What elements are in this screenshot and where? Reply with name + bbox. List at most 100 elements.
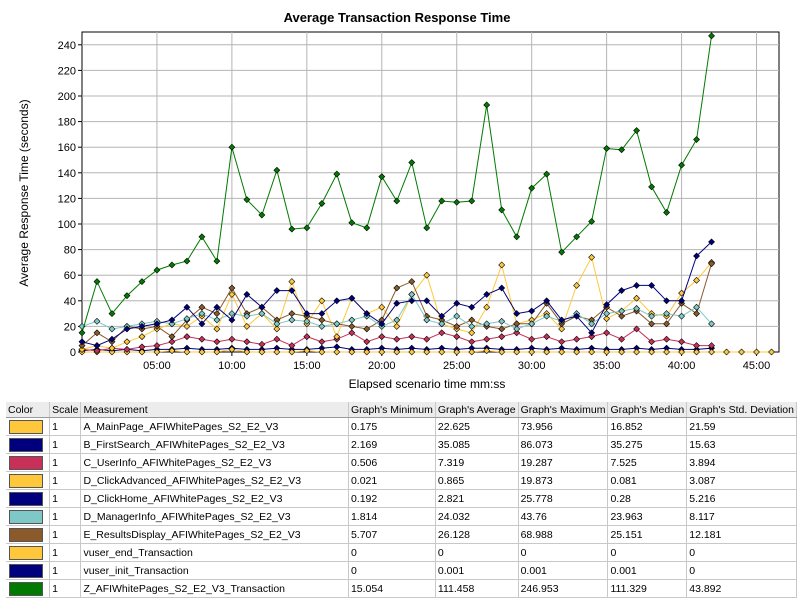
std-deviation-cell: 12.181: [686, 525, 797, 544]
data-point: [138, 322, 146, 330]
std-deviation-cell: 43.892: [686, 579, 797, 598]
data-point: [558, 325, 566, 333]
data-point: [498, 325, 506, 333]
data-point: [423, 335, 431, 343]
legend-row[interactable]: 1 A_MainPage_AFIWhitePages_S2_E2_V3 0.175 2…: [6, 417, 797, 436]
data-point: [408, 348, 416, 356]
data-point: [393, 299, 401, 307]
data-point: [468, 197, 476, 205]
data-point: [198, 348, 206, 356]
maximum-cell: 19.873: [518, 471, 609, 490]
data-point: [138, 278, 146, 286]
data-point: [213, 303, 221, 311]
color-swatch: [9, 509, 43, 524]
legend-row[interactable]: 1 Z_AFIWhitePages_S2_E2_V3_Transaction 15.…: [6, 579, 797, 598]
average-cell: 111.458: [435, 579, 519, 598]
data-point: [543, 333, 551, 341]
data-point: [378, 303, 386, 311]
median-cell: 0.28: [607, 489, 688, 508]
median-cell: 16.852: [607, 417, 688, 436]
data-point: [318, 310, 326, 318]
x-tick-label: 10:00: [218, 360, 246, 372]
data-point: [258, 348, 266, 356]
data-point: [588, 320, 596, 328]
data-point: [93, 329, 101, 337]
x-tick-label: 40:00: [668, 360, 696, 372]
measurement-cell: A_MainPage_AFIWhitePages_S2_E2_V3: [80, 417, 349, 436]
legend-row[interactable]: 1 E_ResultsDisplay_AFIWhitePages_S2_E2_V3…: [6, 525, 797, 544]
header-std-deviation[interactable]: Graph's Std. Deviation: [686, 402, 797, 418]
y-tick-label: 180: [58, 117, 76, 129]
data-point: [453, 312, 461, 320]
data-point: [693, 310, 700, 318]
scale-cell: 1: [49, 543, 82, 562]
color-cell: [6, 453, 51, 472]
header-median[interactable]: Graph's Median: [607, 402, 688, 418]
median-cell: 35.275: [607, 435, 688, 454]
series-b-firstsearch-afiwhitepages-s2-e2-v3: [78, 238, 715, 350]
y-tick-label: 160: [58, 142, 76, 154]
minimum-cell: 0.021: [348, 471, 436, 490]
legend-row[interactable]: 1 D_ClickAdvanced_AFIWhitePages_S2_E2_V3 0…: [6, 471, 797, 490]
data-point: [288, 348, 296, 356]
color-swatch: [9, 437, 43, 452]
data-point: [438, 197, 446, 205]
data-point: [543, 297, 551, 305]
color-swatch: [9, 419, 43, 434]
data-point: [393, 348, 401, 356]
std-deviation-cell: 3.894: [686, 453, 797, 472]
data-point: [183, 303, 191, 311]
scale-cell: 1: [49, 417, 82, 436]
average-cell: 26.128: [435, 525, 519, 544]
data-point: [708, 348, 715, 356]
data-point: [393, 322, 401, 330]
color-cell: [6, 435, 51, 454]
data-point: [348, 219, 356, 227]
data-point: [558, 348, 566, 356]
data-point: [348, 316, 356, 324]
header-measurement[interactable]: Measurement: [80, 402, 349, 418]
y-tick-label: 20: [64, 321, 76, 333]
data-point: [258, 340, 266, 348]
data-point: [438, 329, 446, 337]
data-point: [228, 290, 236, 298]
x-tick-label: 05:00: [143, 360, 171, 372]
data-point: [633, 325, 641, 333]
header-maximum[interactable]: Graph's Maximum: [518, 402, 609, 418]
header-average[interactable]: Graph's Average: [435, 402, 519, 418]
minimum-cell: 0.175: [348, 417, 436, 436]
header-color[interactable]: Color: [6, 402, 51, 418]
data-point: [648, 320, 656, 328]
data-point: [243, 196, 251, 204]
maximum-cell: 246.953: [518, 579, 609, 598]
legend-row[interactable]: 1 vuser_init_Transaction 0 0.001 0.001 0.001 0: [6, 561, 797, 580]
header-minimum[interactable]: Graph's Minimum: [348, 402, 436, 418]
data-point: [123, 292, 131, 300]
y-tick-label: 240: [58, 40, 76, 52]
data-point: [333, 348, 341, 356]
data-point: [603, 145, 611, 152]
data-point: [363, 310, 371, 318]
data-point: [363, 348, 371, 356]
data-point: [528, 184, 536, 192]
data-point: [633, 305, 641, 312]
color-cell: [6, 525, 51, 544]
header-scale[interactable]: Scale: [49, 402, 82, 418]
data-point: [483, 101, 491, 109]
measurement-cell: D_ClickAdvanced_AFIWhitePages_S2_E2_V3: [80, 471, 349, 490]
data-point: [618, 348, 626, 356]
legend-row[interactable]: 1 D_ManagerInfo_AFIWhitePages_S2_E2_V3 1.8…: [6, 507, 797, 526]
legend-row[interactable]: 1 C_UserInfo_AFIWhitePages_S2_E2_V3 0.506 7…: [6, 453, 797, 472]
data-point: [228, 335, 236, 343]
legend-row[interactable]: 1 B_FirstSearch_AFIWhitePages_S2_E2_V3 2.1…: [6, 435, 797, 454]
data-point: [693, 348, 700, 356]
legend-row[interactable]: 1 vuser_end_Transaction 0 0 0 0 0: [6, 543, 797, 562]
data-point: [528, 307, 536, 315]
legend-row[interactable]: 1 D_ClickHome_AFIWhitePages_S2_E2_V3 0.192…: [6, 489, 797, 508]
y-tick-label: 220: [58, 65, 76, 77]
data-point: [78, 346, 86, 353]
series-layer: [78, 32, 775, 356]
data-point: [543, 312, 551, 320]
color-cell: [6, 417, 51, 436]
data-point: [213, 348, 221, 356]
